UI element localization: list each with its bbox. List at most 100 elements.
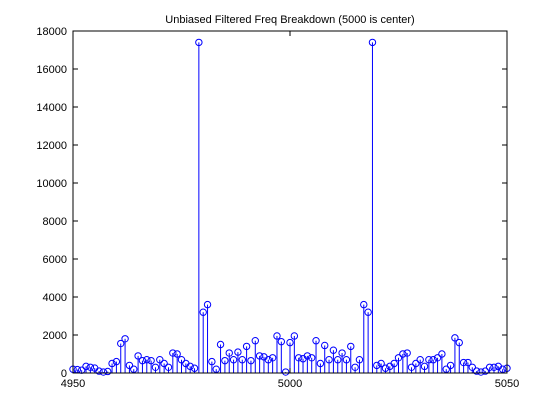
- stem-marker: [294, 354, 303, 362]
- stem-marker: [247, 356, 255, 365]
- stem-marker: [177, 356, 186, 364]
- stem-marker: [212, 365, 220, 373]
- stem-marker: [95, 367, 103, 375]
- stem-marker: [138, 356, 147, 365]
- stem-marker: [399, 350, 407, 358]
- y-tick-label: 18000: [36, 26, 67, 38]
- stem-marker: [351, 363, 359, 371]
- stem-marker: [273, 332, 281, 340]
- stem-marker: [147, 356, 155, 365]
- stem-marker: [325, 356, 333, 364]
- stem-marker: [394, 354, 403, 362]
- stem-marker: [156, 356, 164, 364]
- stem-marker: [329, 346, 338, 354]
- y-axis: 0 2000 4000 6000 8000 10000 12000 14000 16000 180…: [36, 26, 507, 380]
- stem-marker: [355, 356, 364, 364]
- y-tick-label: 16000: [36, 64, 67, 76]
- stem-marker: [342, 356, 351, 364]
- stem-marker: [186, 362, 194, 371]
- stem-marker: [312, 337, 320, 345]
- x-tick-label: 5000: [278, 378, 302, 390]
- stem-marker: [338, 349, 346, 357]
- stem-marker: [347, 342, 355, 351]
- stem-marker: [308, 354, 316, 362]
- stem-marker: [82, 362, 90, 371]
- stem-marker: [108, 359, 116, 368]
- stem-marker: [255, 352, 264, 360]
- stem-marker: [112, 357, 121, 366]
- stem-marker: [412, 359, 420, 368]
- stem-marker: [446, 361, 455, 370]
- stem-marker: [464, 358, 472, 367]
- stem-marker: [216, 340, 225, 349]
- y-tick-label: 12000: [36, 140, 67, 152]
- stem-marker: [238, 356, 246, 364]
- stem-marker: [481, 367, 489, 375]
- stem-marker: [130, 365, 138, 373]
- stem-marker: [277, 337, 286, 346]
- y-tick-label: 6000: [43, 254, 67, 266]
- stem-marker: [451, 334, 459, 342]
- stem-marker: [477, 368, 485, 376]
- stem-marker: [268, 354, 277, 362]
- stem-marker: [195, 38, 203, 47]
- axes-background: [73, 31, 507, 373]
- stem-marker: [403, 349, 411, 357]
- stem-marker: [498, 365, 507, 373]
- stem-marker: [134, 352, 142, 360]
- stem-marker: [416, 356, 424, 364]
- stem-marker: [321, 341, 329, 350]
- stem-marker: [334, 356, 342, 364]
- stem-marker: [459, 358, 468, 367]
- x-axis: 4950 5000 5050: [61, 31, 519, 390]
- stem-marker: [286, 338, 294, 347]
- x-tick-label: 4950: [61, 378, 85, 390]
- stem-marker: [490, 363, 498, 371]
- stem-marker: [438, 350, 446, 358]
- stem-marker: [190, 364, 199, 372]
- stem-marker: [104, 367, 112, 376]
- stem-marker: [208, 357, 216, 366]
- stem-marker: [173, 350, 181, 358]
- stem-marker: [407, 363, 416, 371]
- stem-marker: [125, 361, 134, 370]
- stem-marker: [242, 342, 251, 351]
- stem-marker: [303, 352, 312, 360]
- y-tick-label: 8000: [43, 216, 67, 228]
- stem-marker: [143, 356, 151, 364]
- stem-marker: [169, 349, 177, 357]
- stem-marker: [199, 308, 207, 316]
- stem-marker: [281, 368, 290, 376]
- stem-marker: [455, 338, 463, 347]
- stem-marker: [368, 38, 377, 47]
- stem-marker: [377, 359, 385, 368]
- stem-marker: [364, 308, 372, 316]
- stem-marker: [290, 332, 299, 340]
- stem-marker: [234, 348, 242, 356]
- stem-marker: [468, 363, 476, 371]
- stem-marker: [429, 356, 437, 364]
- stem-marker: [442, 365, 450, 373]
- stem-marker: [221, 356, 229, 365]
- stem-marker: [151, 363, 160, 371]
- y-tick-label: 4000: [43, 292, 67, 304]
- stem-marker: [229, 356, 238, 364]
- y-tick-label: 10000: [36, 178, 67, 190]
- stem-marker: [264, 356, 272, 364]
- stem-marker: [121, 335, 129, 343]
- stem-marker: [420, 362, 429, 371]
- stem-marker: [316, 359, 325, 368]
- y-tick-label: 2000: [43, 330, 67, 342]
- chart-title: Unbiased Filtered Freq Breakdown (5000 i…: [165, 14, 414, 26]
- stem-marker: [160, 359, 168, 368]
- x-tick-label: 5050: [495, 378, 519, 390]
- stem-marker: [425, 356, 433, 364]
- stem-marker: [99, 368, 108, 376]
- stem-marker: [203, 300, 212, 309]
- stem-marker: [390, 359, 398, 368]
- stem-marker: [373, 361, 381, 370]
- stem-marker: [433, 354, 442, 362]
- stem-marker: [225, 349, 233, 357]
